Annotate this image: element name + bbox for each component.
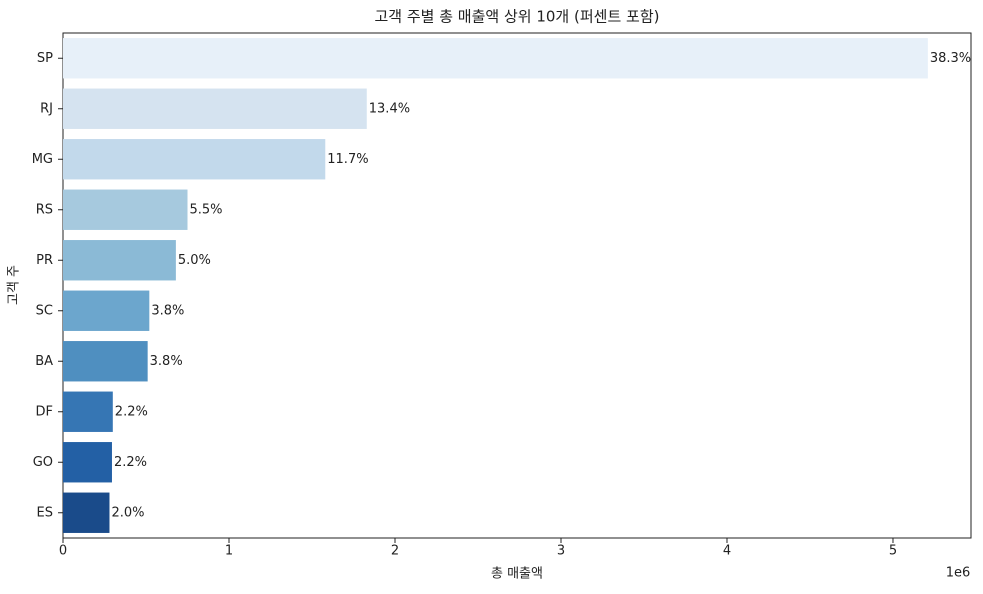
data-label: 3.8% [150,354,183,369]
x-tick-label: 5 [889,544,897,559]
x-offset-label: 1e6 [946,566,971,581]
y-tick-label: ES [37,505,53,520]
y-tick-label: SP [37,51,53,66]
data-label: 3.8% [151,303,184,318]
x-tick-label: 0 [59,544,67,559]
y-tick-label: SC [36,303,53,318]
data-label: 5.0% [178,253,211,268]
y-axis-label: 고객 주 [7,265,22,305]
y-tick-label: DF [36,404,54,419]
y-tick-label: BA [35,354,53,369]
bar [63,88,367,129]
x-tick-label: 3 [557,544,565,559]
data-label: 2.2% [115,404,148,419]
x-axis-label: 총 매출액 [491,567,543,582]
bar [63,189,188,230]
data-label: 2.0% [111,505,144,520]
y-tick-label: MG [32,152,53,167]
x-tick-label: 1 [225,544,233,559]
bar [63,492,110,533]
data-label: 13.4% [369,101,410,116]
y-tick-label: RS [36,202,53,217]
bar [63,38,928,79]
bar [63,290,150,331]
bar [63,391,113,432]
chart-title: 고객 주별 총 매출액 상위 10개 (퍼센트 포함) [375,8,660,26]
y-tick-label: PR [36,253,53,268]
y-tick-label: RJ [40,101,53,116]
x-tick-label: 2 [391,544,399,559]
plot-frame [62,32,972,539]
y-tick-label: GO [33,455,53,470]
bar [63,139,326,180]
bar [63,442,112,483]
bar [63,341,148,382]
data-label: 38.3% [930,51,971,66]
data-label: 5.5% [189,202,222,217]
x-tick-label: 4 [723,544,731,559]
bar [63,240,176,281]
data-label: 11.7% [327,152,368,167]
data-label: 2.2% [114,455,147,470]
